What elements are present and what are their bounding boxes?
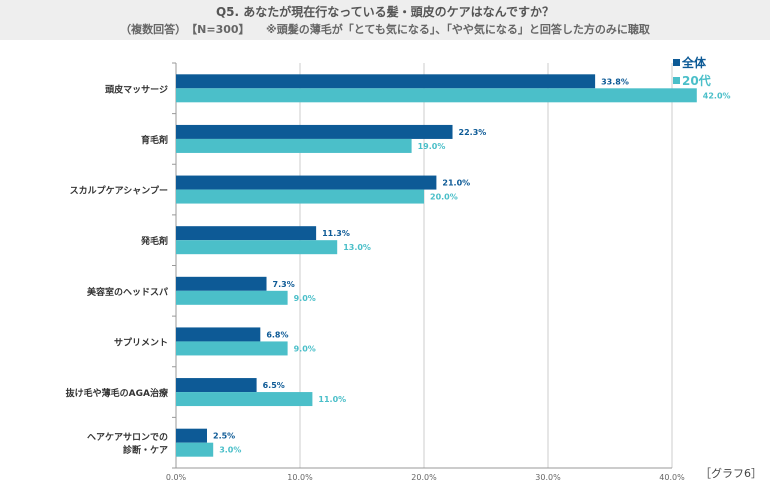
chart-title: Q5. あなたが現在行なっている髪・頭皮のケアはなんですか？ — [215, 5, 555, 19]
category-label: 診断・ケア — [123, 444, 168, 456]
category-label: 育毛剤 — [141, 134, 168, 146]
chart-subtitle: （複数回答） 【N=300】 ※頭髪の薄毛が「とても気になる」、「やや気になる」… — [120, 23, 650, 36]
legend-label: 20代 — [682, 73, 711, 88]
bar-twenties — [176, 442, 214, 457]
data-label: 3.0% — [219, 446, 241, 455]
x-tick-label: 40.0% — [659, 473, 685, 482]
category-label: 美容室のヘッドスパ — [87, 286, 168, 298]
bar-overall — [176, 428, 207, 443]
chart-header: Q5. あなたが現在行なっている髪・頭皮のケアはなんですか？ （複数回答） 【N… — [0, 0, 770, 40]
data-label: 11.0% — [318, 395, 346, 404]
data-label: 7.3% — [273, 280, 295, 289]
category-label: 発毛剤 — [140, 235, 168, 247]
category-label: 頭皮マッサージ — [105, 83, 168, 95]
bar-twenties — [176, 240, 338, 255]
bar-overall — [176, 378, 257, 393]
figure-label: ［グラフ6］ — [700, 467, 762, 480]
bar-twenties — [176, 341, 288, 356]
data-label: 9.0% — [294, 344, 316, 353]
x-tick-label: 30.0% — [535, 473, 561, 482]
x-tick-label: 10.0% — [287, 473, 313, 482]
data-label: 42.0% — [703, 91, 731, 100]
data-label: 22.3% — [459, 128, 487, 137]
bar-overall — [176, 226, 317, 241]
bar-overall — [176, 276, 267, 291]
bar-overall — [176, 74, 596, 89]
x-tick-label: 20.0% — [411, 473, 437, 482]
bar-overall — [176, 327, 261, 342]
data-label: 11.3% — [322, 229, 350, 238]
category-label: サプリメント — [114, 336, 168, 348]
data-label: 33.8% — [601, 77, 629, 86]
data-label: 19.0% — [418, 142, 446, 151]
bar-twenties — [176, 88, 697, 103]
bar-overall — [176, 175, 437, 190]
bar-overall — [176, 124, 453, 139]
bar-twenties — [176, 138, 412, 153]
bar-twenties — [176, 189, 424, 204]
data-label: 13.0% — [343, 243, 371, 252]
category-label: 抜け毛や薄毛のAGA治療 — [66, 387, 168, 399]
x-tick-label: 0.0% — [166, 473, 187, 482]
legend-swatch-twenties — [673, 77, 680, 84]
legend-label: 全体 — [681, 55, 707, 70]
data-label: 6.8% — [266, 330, 288, 339]
bar-twenties — [176, 392, 313, 407]
category-label: ヘアケアサロンでの — [87, 432, 168, 443]
legend-swatch-overall — [673, 59, 680, 66]
data-label: 9.0% — [294, 294, 316, 303]
bar-twenties — [176, 290, 288, 305]
data-label: 21.0% — [442, 179, 470, 188]
data-label: 2.5% — [213, 432, 235, 441]
data-label: 6.5% — [263, 381, 285, 390]
data-label: 20.0% — [430, 193, 458, 202]
category-label: スカルプケアシャンプー — [70, 185, 168, 197]
